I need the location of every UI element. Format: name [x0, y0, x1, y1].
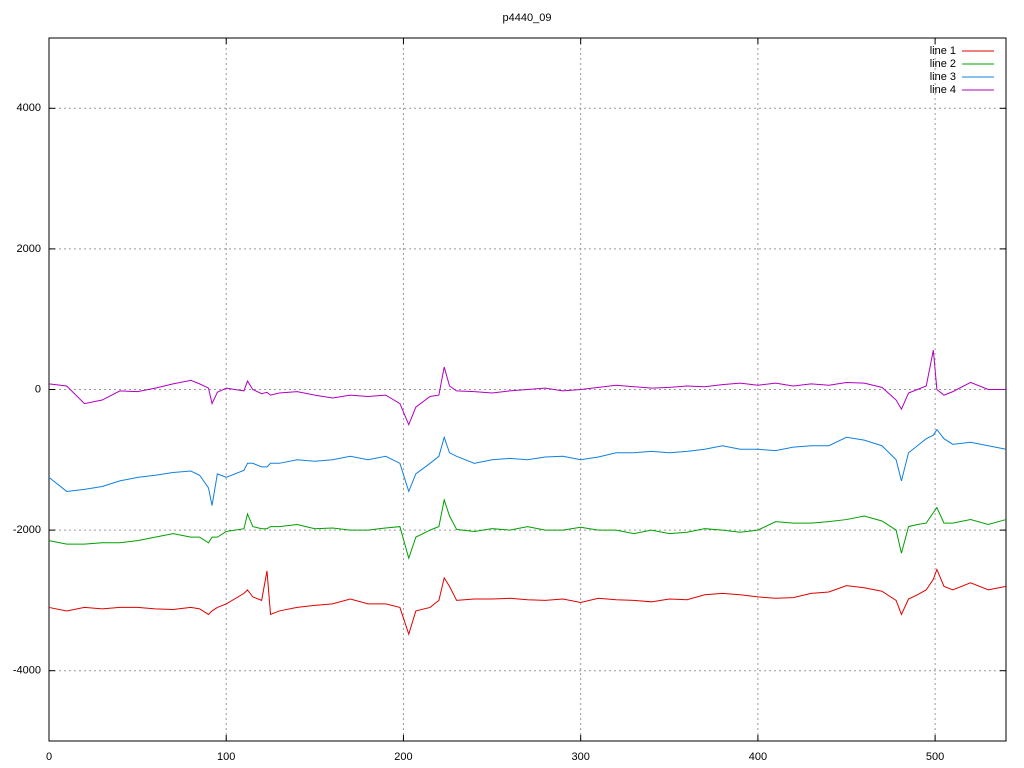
data-line — [48, 497, 1007, 560]
x-tick-label: 0 — [46, 751, 52, 763]
data-line — [48, 568, 1007, 636]
legend-label: line 2 — [930, 58, 956, 70]
y-tick-label: 0 — [35, 383, 41, 395]
y-tick-label: -2000 — [13, 524, 41, 536]
y-tick-label: 4000 — [17, 102, 41, 114]
chart-title: p4440_09 — [503, 12, 552, 24]
data-line — [48, 350, 1006, 426]
y-tick-label: -4000 — [13, 665, 41, 677]
legend-label: line 4 — [930, 84, 956, 96]
legend-label: line 1 — [930, 45, 956, 57]
x-tick-label: 500 — [926, 751, 944, 763]
legend-label: line 3 — [930, 71, 956, 83]
x-tick-label: 400 — [749, 751, 767, 763]
y-tick-label: 2000 — [17, 243, 41, 255]
x-tick-label: 300 — [571, 751, 589, 763]
x-tick-label: 200 — [394, 751, 412, 763]
x-tick-label: 100 — [217, 751, 235, 763]
data-line — [48, 428, 1007, 506]
